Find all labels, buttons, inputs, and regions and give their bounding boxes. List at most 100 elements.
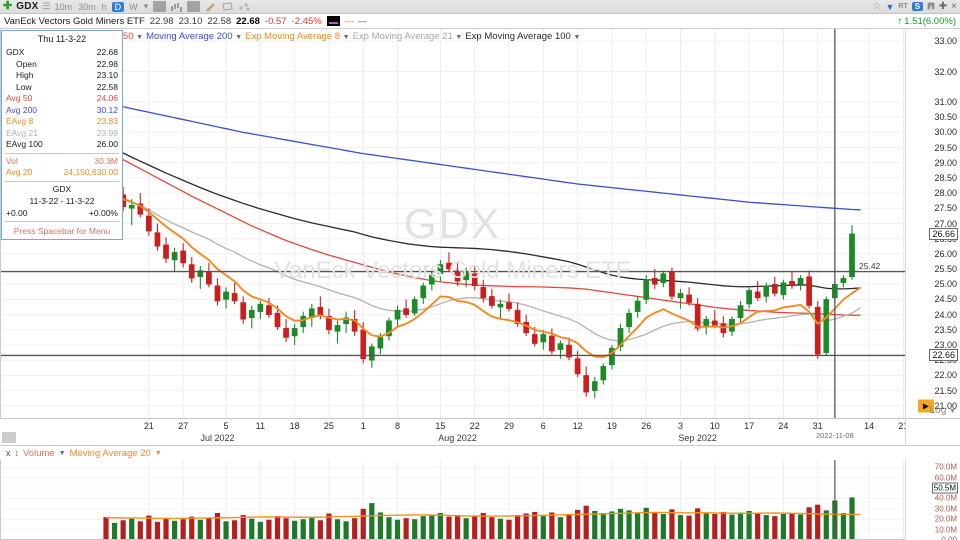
chevron-down-icon[interactable]: ▼ xyxy=(58,449,66,457)
interval-10m[interactable]: 10m xyxy=(54,1,73,12)
candle-body xyxy=(609,347,615,366)
instrument-name: VanEck Vectors Gold Miners ETF xyxy=(4,15,145,27)
star-icon[interactable]: ☆ xyxy=(872,1,882,12)
candle-body xyxy=(420,285,427,299)
log-scale-toggle[interactable]: Log ▼ xyxy=(930,405,956,416)
date-tick: 31 xyxy=(812,421,823,431)
date-tick: 11 xyxy=(255,421,266,431)
tooltip-footer-range: 11-3-22 - 11-3-22 xyxy=(29,195,95,206)
chevron-down-icon[interactable]: ▼ xyxy=(949,408,956,415)
indicator-ema8[interactable]: Exp Moving Average 8 ▼ xyxy=(245,31,349,42)
volume-axis[interactable]: 70.0M60.0M50.0M40.0M30.0M20.0M10.0M0.00 … xyxy=(905,460,960,540)
volume-ma-label[interactable]: Moving Average 20 xyxy=(69,447,151,459)
tooltip-row-label: Avg 20 xyxy=(6,167,33,177)
candle-body xyxy=(317,306,324,315)
data-tooltip-box[interactable]: Thu 11-3-22 GDX 22.68 Open 22.98 High 23.10 Lo… xyxy=(1,30,123,240)
volume-bar xyxy=(746,510,752,540)
interval-d[interactable]: D xyxy=(111,1,125,12)
date-tick: 6 xyxy=(540,421,546,431)
symbol-label[interactable]: GDX xyxy=(16,1,39,12)
chevron-down-icon[interactable]: ▼ xyxy=(235,33,243,41)
candle-body xyxy=(643,279,650,300)
month-label: Aug 2022 xyxy=(438,433,477,443)
tooltip-volume-row: Avg 20 24,150,630.00 xyxy=(2,167,122,179)
candle-body xyxy=(291,328,298,337)
chevron-down-icon[interactable]: ▼ xyxy=(136,33,144,41)
indicator-ema21[interactable]: Exp Moving Average 21 ▼ xyxy=(353,31,463,42)
chevron-down-icon[interactable]: ▼ xyxy=(342,33,350,41)
scatter-icon[interactable] xyxy=(238,1,251,12)
interval-w[interactable]: W xyxy=(129,1,138,12)
save-icon[interactable]: 🖪 xyxy=(927,0,935,11)
volume-bar xyxy=(789,512,795,540)
volume-bar xyxy=(180,519,186,540)
funnel-icon[interactable]: ▼ xyxy=(885,1,895,12)
candle-body xyxy=(437,264,444,274)
s-badge[interactable]: S xyxy=(911,2,924,11)
price-tick: 23.00 xyxy=(934,340,957,351)
candle-body xyxy=(634,300,641,312)
candle-body xyxy=(763,285,770,297)
text-tool-icon[interactable] xyxy=(153,1,167,12)
quote-high: 23.10 xyxy=(178,15,203,27)
price-axis[interactable]: 33.00 32.00 31.00 30.50 30.00 29.50 29.00 28.50… xyxy=(905,29,960,418)
volume-bar xyxy=(772,516,778,540)
drag-handle-icon[interactable]: ↕ xyxy=(14,448,20,458)
volume-ma20-line xyxy=(105,511,861,520)
tooltip-row-label: Vol xyxy=(6,155,18,166)
volume-legend: x ↕ Volume ▼ Moving Average 20 ▼ xyxy=(0,446,960,460)
date-axis[interactable]: 212751118251815222961219263101724311421J… xyxy=(0,418,905,446)
volume-bar xyxy=(506,519,512,540)
tooltip-row-value: 30.12 xyxy=(96,104,118,115)
chevron-down-icon[interactable]: ▼ xyxy=(154,449,162,457)
price-tick: 30.50 xyxy=(934,112,957,123)
candle-body xyxy=(197,270,204,277)
volume-bar xyxy=(592,510,598,540)
interval-dropdown-caret-icon[interactable]: ▾ xyxy=(143,1,149,11)
play-icon[interactable] xyxy=(918,399,934,413)
chart-settings-icon[interactable] xyxy=(2,432,16,443)
tooltip-row-value: 24.06 xyxy=(96,93,118,103)
volume-chart-pane[interactable] xyxy=(0,460,905,540)
plus-icon[interactable]: ✚ xyxy=(3,0,13,12)
pencil-icon[interactable] xyxy=(204,1,217,12)
hline-label-2542: 25.42 xyxy=(858,260,882,271)
bar-style-icon[interactable] xyxy=(170,1,183,12)
volume-bar xyxy=(377,512,383,540)
snapshot-icon[interactable] xyxy=(187,1,201,12)
session-change-group: ↑ 1.51(6.00%) xyxy=(897,16,956,27)
candle-body xyxy=(248,309,255,318)
candle-body xyxy=(223,291,229,300)
shape-icon[interactable] xyxy=(221,1,234,12)
indicator-ma200[interactable]: Moving Average 200 ▼ xyxy=(146,31,242,42)
candle-body xyxy=(806,276,812,306)
price-chart-pane[interactable]: GDX VanEck Vectors Gold Miners ETF 25.42 xyxy=(0,29,905,418)
candle-body xyxy=(368,346,375,361)
move-icon[interactable]: ✚ xyxy=(938,1,948,12)
candle-body xyxy=(711,320,718,326)
candle-body xyxy=(814,306,821,355)
chevron-down-icon[interactable]: ▼ xyxy=(573,33,581,41)
volume-bar xyxy=(472,515,478,540)
quote-bar: VanEck Vectors Gold Miners ETF 22.98 23.… xyxy=(0,14,960,29)
volume-study-label[interactable]: Volume xyxy=(23,447,55,459)
chevron-down-icon[interactable]: ▼ xyxy=(455,33,463,41)
volume-bar xyxy=(532,511,538,540)
tooltip-row-label: EAvg 100 xyxy=(6,139,43,149)
interval-30m[interactable]: 30m xyxy=(78,1,96,12)
tooltip-row-label: EAvg 21 xyxy=(6,127,38,138)
volume-bar xyxy=(223,521,229,540)
tooltip-row: EAvg 21 23.99 xyxy=(2,128,122,140)
indicator-ema100[interactable]: Exp Moving Average 100 ▼ xyxy=(465,31,580,42)
candle-body xyxy=(531,334,538,344)
interval-h[interactable]: h xyxy=(101,1,107,12)
price-tick: 24.50 xyxy=(934,294,957,305)
list-icon[interactable]: ☰ xyxy=(42,1,51,11)
tooltip-divider xyxy=(5,221,119,222)
date-tick: 12 xyxy=(572,421,583,431)
volume-bar xyxy=(540,516,546,540)
candle-body xyxy=(660,273,667,284)
candle-body xyxy=(591,381,598,391)
close-icon[interactable]: × xyxy=(951,1,957,12)
volume-close-button[interactable]: x xyxy=(6,448,11,458)
